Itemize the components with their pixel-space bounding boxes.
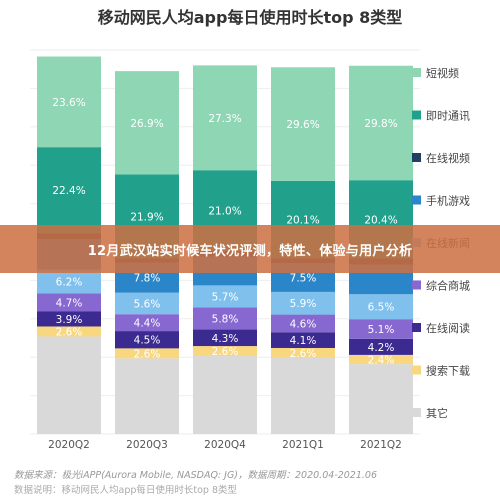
- data-label: 5.9%: [290, 298, 317, 310]
- data-label: 5.1%: [368, 324, 395, 336]
- legend-label: 手机游戏: [426, 194, 470, 208]
- bar-segment: [115, 331, 179, 349]
- bar-segment: [37, 269, 101, 294]
- chart-title: 移动网民人均app每日使用时长top 8类型: [97, 8, 403, 27]
- bar-segment: [193, 346, 257, 357]
- legend-label: 即时通讯: [426, 110, 470, 123]
- data-label: 29.8%: [364, 118, 397, 130]
- source-note: 数据来源：极光iAPP(Aurora Mobile, NASDAQ: JG)，数…: [14, 470, 378, 481]
- data-label: 2.6%: [212, 346, 239, 358]
- data-label: 27.3%: [208, 113, 241, 125]
- data-label: 4.5%: [134, 335, 161, 347]
- overlay-banner[interactable]: 12月武汉站实时候车状况评测，特性、体验与用户分析: [0, 225, 500, 273]
- legend-swatch: [412, 68, 421, 77]
- data-label: 2.6%: [56, 326, 83, 338]
- bar-segment: [115, 71, 179, 175]
- legend-label: 其它: [426, 406, 448, 420]
- data-label: 2.6%: [134, 348, 161, 360]
- bar-segment: [193, 285, 257, 308]
- data-label: 4.1%: [290, 335, 317, 347]
- legend-label: 搜索下载: [426, 364, 470, 378]
- bar-segment: [37, 293, 101, 312]
- legend-swatch: [412, 323, 421, 332]
- data-label: 2.6%: [290, 348, 317, 360]
- data-label: 23.6%: [52, 97, 85, 109]
- data-label: 6.5%: [368, 302, 395, 314]
- data-label: 22.4%: [52, 185, 85, 197]
- bar-segment: [193, 329, 257, 347]
- banner-text: 12月武汉站实时候车状况评测，特性、体验与用户分析: [87, 243, 413, 259]
- data-label: 21.9%: [130, 211, 163, 223]
- bar-segment: [349, 364, 413, 434]
- bar-segment: [193, 65, 257, 171]
- data-label: 2.4%: [368, 355, 395, 367]
- bar-segment: [349, 294, 413, 320]
- legend-swatch: [412, 110, 421, 120]
- data-label: 4.7%: [56, 297, 83, 309]
- bar-segment: [271, 357, 335, 434]
- data-label: 6.2%: [56, 277, 83, 289]
- bar-segment: [271, 332, 335, 348]
- bar-segment: [115, 292, 179, 315]
- data-label: 21.0%: [208, 206, 241, 218]
- data-label: 20.4%: [364, 214, 397, 226]
- legend-label: 在线阅读: [426, 321, 470, 335]
- x-tick-label: 2020Q3: [126, 439, 168, 451]
- bar-segment: [271, 67, 335, 181]
- data-label: 4.2%: [368, 342, 395, 354]
- bar-segment: [271, 291, 335, 315]
- data-label: 5.8%: [212, 313, 239, 325]
- legend-swatch: [412, 280, 421, 290]
- bar-segment: [349, 338, 413, 355]
- x-tick-label: 2021Q1: [282, 439, 324, 451]
- x-tick-label: 2020Q2: [48, 439, 90, 451]
- bar-segment: [37, 56, 101, 148]
- legend-swatch: [412, 195, 421, 205]
- caption-note: 数据说明：移动网民人均app每日使用时长top 8类型: [14, 485, 238, 496]
- legend-swatch: [412, 408, 421, 417]
- legend-label: 短视频: [426, 66, 459, 80]
- x-tick-label: 2020Q4: [204, 439, 246, 451]
- bar-segment: [37, 326, 101, 337]
- bar-segment: [193, 307, 257, 330]
- data-label: 5.6%: [134, 298, 161, 310]
- data-label: 7.8%: [134, 273, 161, 285]
- bar-segment: [37, 311, 101, 327]
- legend-swatch: [412, 153, 421, 162]
- data-label: 4.4%: [134, 318, 161, 330]
- data-label: 7.5%: [290, 273, 317, 285]
- bar-segment: [37, 147, 101, 234]
- data-label: 4.6%: [290, 318, 317, 330]
- data-label: 5.7%: [212, 291, 239, 303]
- legend-label: 综合商城: [426, 279, 470, 293]
- bar-segment: [271, 347, 335, 358]
- x-tick-label: 2021Q2: [360, 439, 402, 451]
- bar-segment: [37, 336, 101, 434]
- data-label: 26.9%: [130, 118, 163, 130]
- data-label: 29.6%: [286, 119, 319, 131]
- bar-segment: [271, 314, 335, 333]
- bar-segment: [115, 314, 179, 332]
- bar-segment: [349, 65, 413, 181]
- bar-segment: [349, 354, 413, 365]
- data-label: 4.3%: [212, 333, 239, 345]
- legend-swatch: [412, 365, 421, 375]
- data-label: 3.9%: [56, 314, 83, 326]
- bar-segment: [349, 319, 413, 339]
- legend-label: 在线视频: [426, 151, 470, 165]
- bar-segment: [115, 358, 179, 434]
- bar-segment: [115, 348, 179, 359]
- bar-segment: [193, 356, 257, 434]
- data-label: 20.1%: [286, 215, 319, 227]
